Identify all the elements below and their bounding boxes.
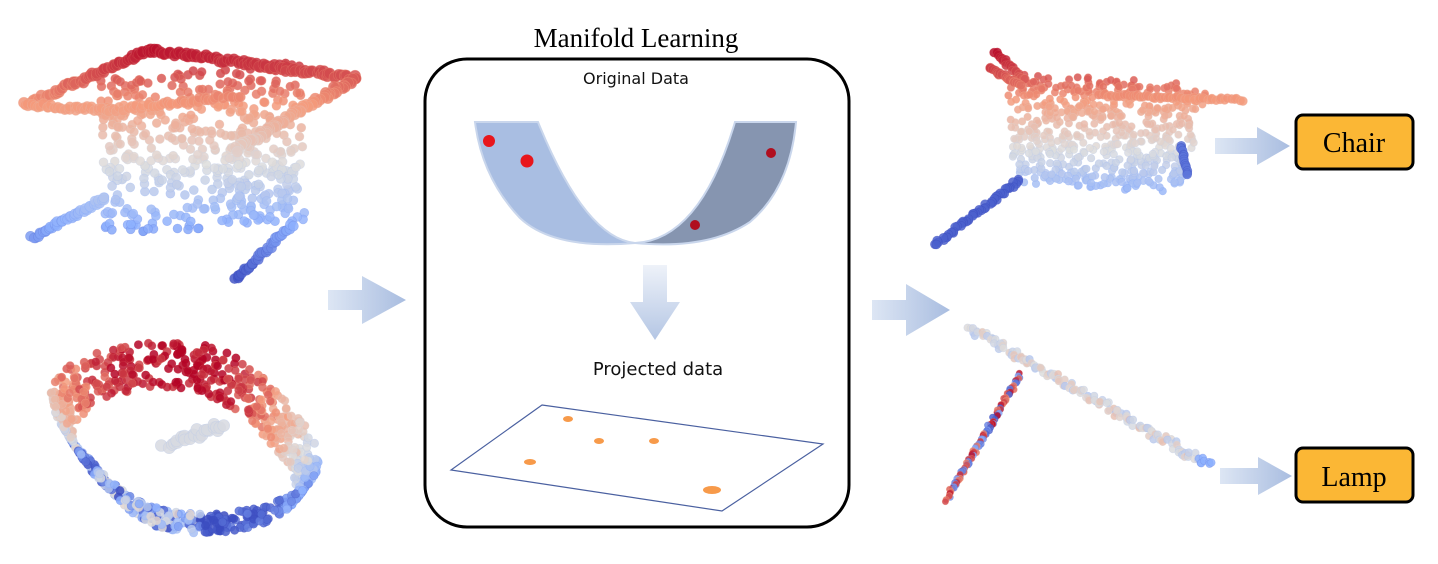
projection-plane	[449, 404, 825, 512]
projected-point-2	[594, 438, 604, 444]
diagram-title: Manifold Learning	[534, 23, 739, 53]
projected-data-label: Projected data	[593, 359, 723, 380]
manifold-right-band	[634, 121, 798, 246]
arrow-input-to-manifold	[328, 276, 406, 324]
chair-class-box: Chair	[1294, 113, 1415, 171]
manifold-point-2	[520, 154, 534, 168]
original-manifold	[473, 121, 798, 246]
projected-point-5	[703, 486, 721, 494]
output-lamp-point-cloud	[941, 323, 1216, 506]
manifold-point-3	[766, 148, 776, 158]
lamp-class-box: Lamp	[1294, 446, 1415, 504]
manifold-left-band	[473, 121, 636, 246]
projected-point-3	[649, 438, 659, 444]
arrow-to-lamp-label	[1220, 457, 1292, 495]
projected-point-1	[563, 416, 573, 422]
projected-point-4	[524, 459, 536, 465]
arrow-to-chair-label	[1215, 127, 1290, 165]
chair-class-label: Chair	[1323, 128, 1386, 159]
original-data-label: Original Data	[583, 69, 689, 88]
arrow-manifold-to-output	[872, 284, 950, 336]
projection-arrow	[630, 265, 680, 340]
manifold-point-1	[483, 135, 495, 147]
manifold-point-4	[690, 220, 700, 230]
plane-outline	[449, 404, 825, 512]
input-chair-point-cloud	[18, 43, 362, 284]
input-lamp-point-cloud	[46, 338, 323, 538]
output-chair-point-cloud	[930, 47, 1248, 250]
lamp-class-label: Lamp	[1321, 462, 1386, 493]
